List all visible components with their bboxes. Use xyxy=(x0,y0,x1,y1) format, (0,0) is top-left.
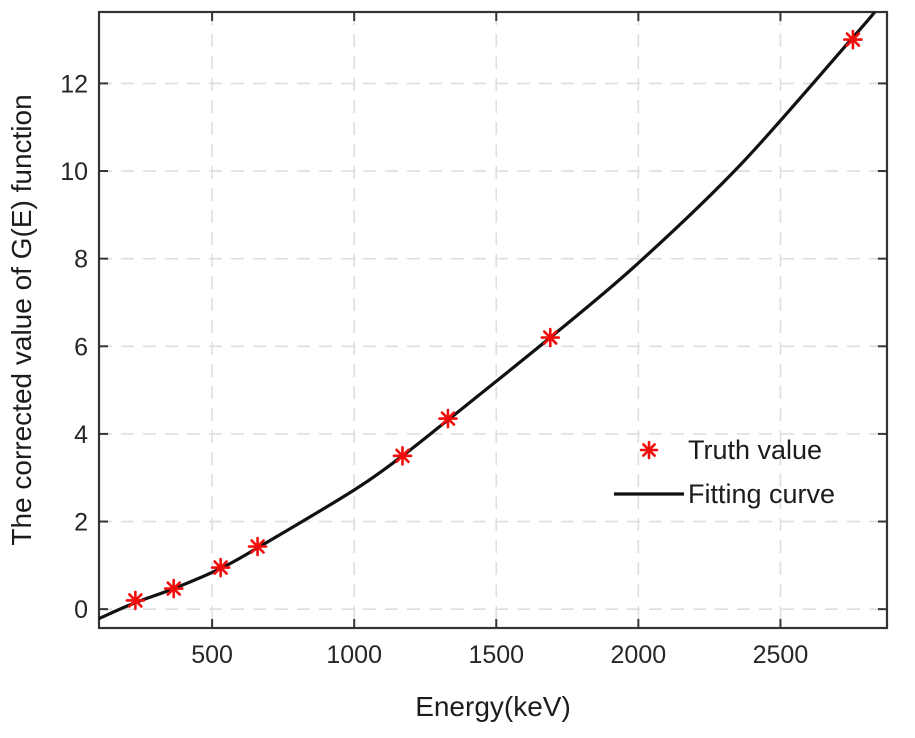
legend-truth-value-label: Truth value xyxy=(688,435,822,465)
x-tick-label: 1500 xyxy=(468,641,524,669)
fitting-curve-path xyxy=(99,12,877,621)
truth-value-marker xyxy=(247,536,268,557)
x-axis-label: Energy(keV) xyxy=(415,691,571,722)
y-tick-label: 0 xyxy=(74,596,88,624)
x-tick-label: 1000 xyxy=(326,641,382,669)
truth-value-marker xyxy=(125,590,146,611)
y-tick-label: 4 xyxy=(74,421,88,449)
legend-fitting-curve-label: Fitting curve xyxy=(688,479,835,509)
y-axis-label: The corrected value of G(E) function xyxy=(6,94,37,545)
legend: Truth value Fitting curve xyxy=(614,435,835,509)
tick-label-layer: 500 1000 1500 2000 2500 0 2 4 6 8 10 12 xyxy=(60,70,808,669)
grid-layer xyxy=(99,12,887,628)
y-tick-label: 10 xyxy=(60,158,88,186)
legend-asterisk xyxy=(639,440,659,460)
truth-value-marker xyxy=(163,578,184,599)
truth-value-marker xyxy=(843,29,863,50)
series-layer xyxy=(99,12,877,621)
y-tick-label: 12 xyxy=(60,70,88,98)
truth-value-marker xyxy=(438,408,458,429)
legend-truth-value-marker xyxy=(639,440,659,460)
y-tick-label: 2 xyxy=(74,509,88,537)
x-tick-label: 500 xyxy=(191,641,233,669)
truth-value-marker xyxy=(392,446,413,466)
tick-layer xyxy=(99,12,887,628)
x-tick-label: 2500 xyxy=(753,641,809,669)
truth-value-marker xyxy=(540,327,561,348)
y-tick-label: 6 xyxy=(74,333,88,361)
x-tick-label: 2000 xyxy=(611,641,667,669)
truth-value-marker xyxy=(210,557,231,578)
y-tick-label: 8 xyxy=(74,246,88,274)
plot-border xyxy=(97,10,889,630)
